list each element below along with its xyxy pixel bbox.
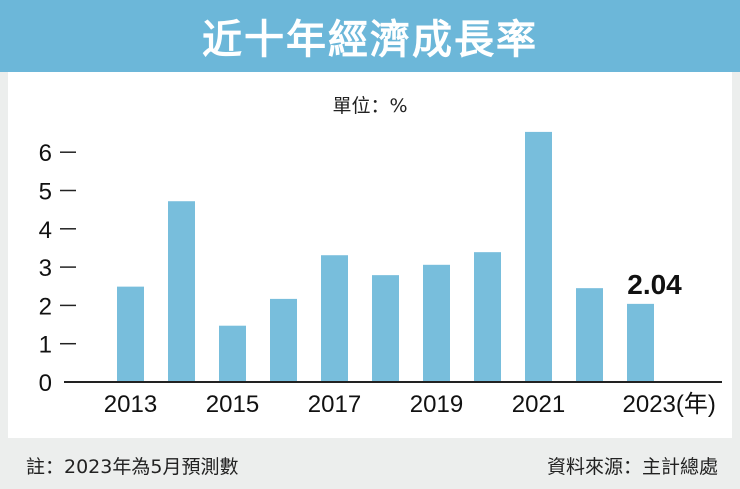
bar-2018 [372, 275, 399, 382]
y-tick-label: 5 [39, 179, 52, 206]
y-tick-label: 3 [39, 255, 52, 282]
x-tick-label: 2023(年) [623, 391, 716, 418]
footer-source: 資料來源：主計總處 [546, 456, 718, 478]
y-tick-label: 6 [39, 140, 52, 167]
y-tick-label: 4 [39, 217, 52, 244]
bar-2019 [423, 264, 450, 382]
y-tick-label: 0 [39, 370, 52, 397]
bar-2015 [219, 325, 246, 382]
x-tick-label: 2019 [410, 391, 463, 418]
bar-2017 [321, 255, 348, 382]
x-tick-label: 2013 [104, 391, 157, 418]
chart-panel: 單位：% 0 1 2 3 4 5 6 2013 2015 2017 2019 2021 2023(年) 2.… [8, 72, 732, 438]
bar-2022 [576, 288, 603, 382]
chart-title: 近十年經濟成長率 [202, 17, 538, 63]
bar-2020 [474, 252, 501, 382]
x-tick-label: 2015 [206, 391, 259, 418]
bar-chart: 單位：% 0 1 2 3 4 5 6 2013 2015 2017 2019 2021 2023(年) 2.… [39, 95, 722, 418]
data-label: 2.04 [627, 269, 682, 300]
x-tick-label: 2017 [308, 391, 361, 418]
y-tick-label: 1 [39, 332, 52, 359]
bar-2013 [117, 286, 144, 382]
bar-2023 [627, 303, 654, 382]
bar-2016 [270, 298, 297, 382]
footer-note: 註：2023年為5月預測數 [26, 456, 239, 478]
title-bar: 近十年經濟成長率 [0, 0, 740, 72]
unit-label: 單位：% [332, 95, 407, 117]
bar-2021 [525, 131, 552, 382]
x-tick-label: 2021 [512, 391, 565, 418]
y-tick-label: 2 [39, 293, 52, 320]
bar-2014 [168, 201, 195, 382]
